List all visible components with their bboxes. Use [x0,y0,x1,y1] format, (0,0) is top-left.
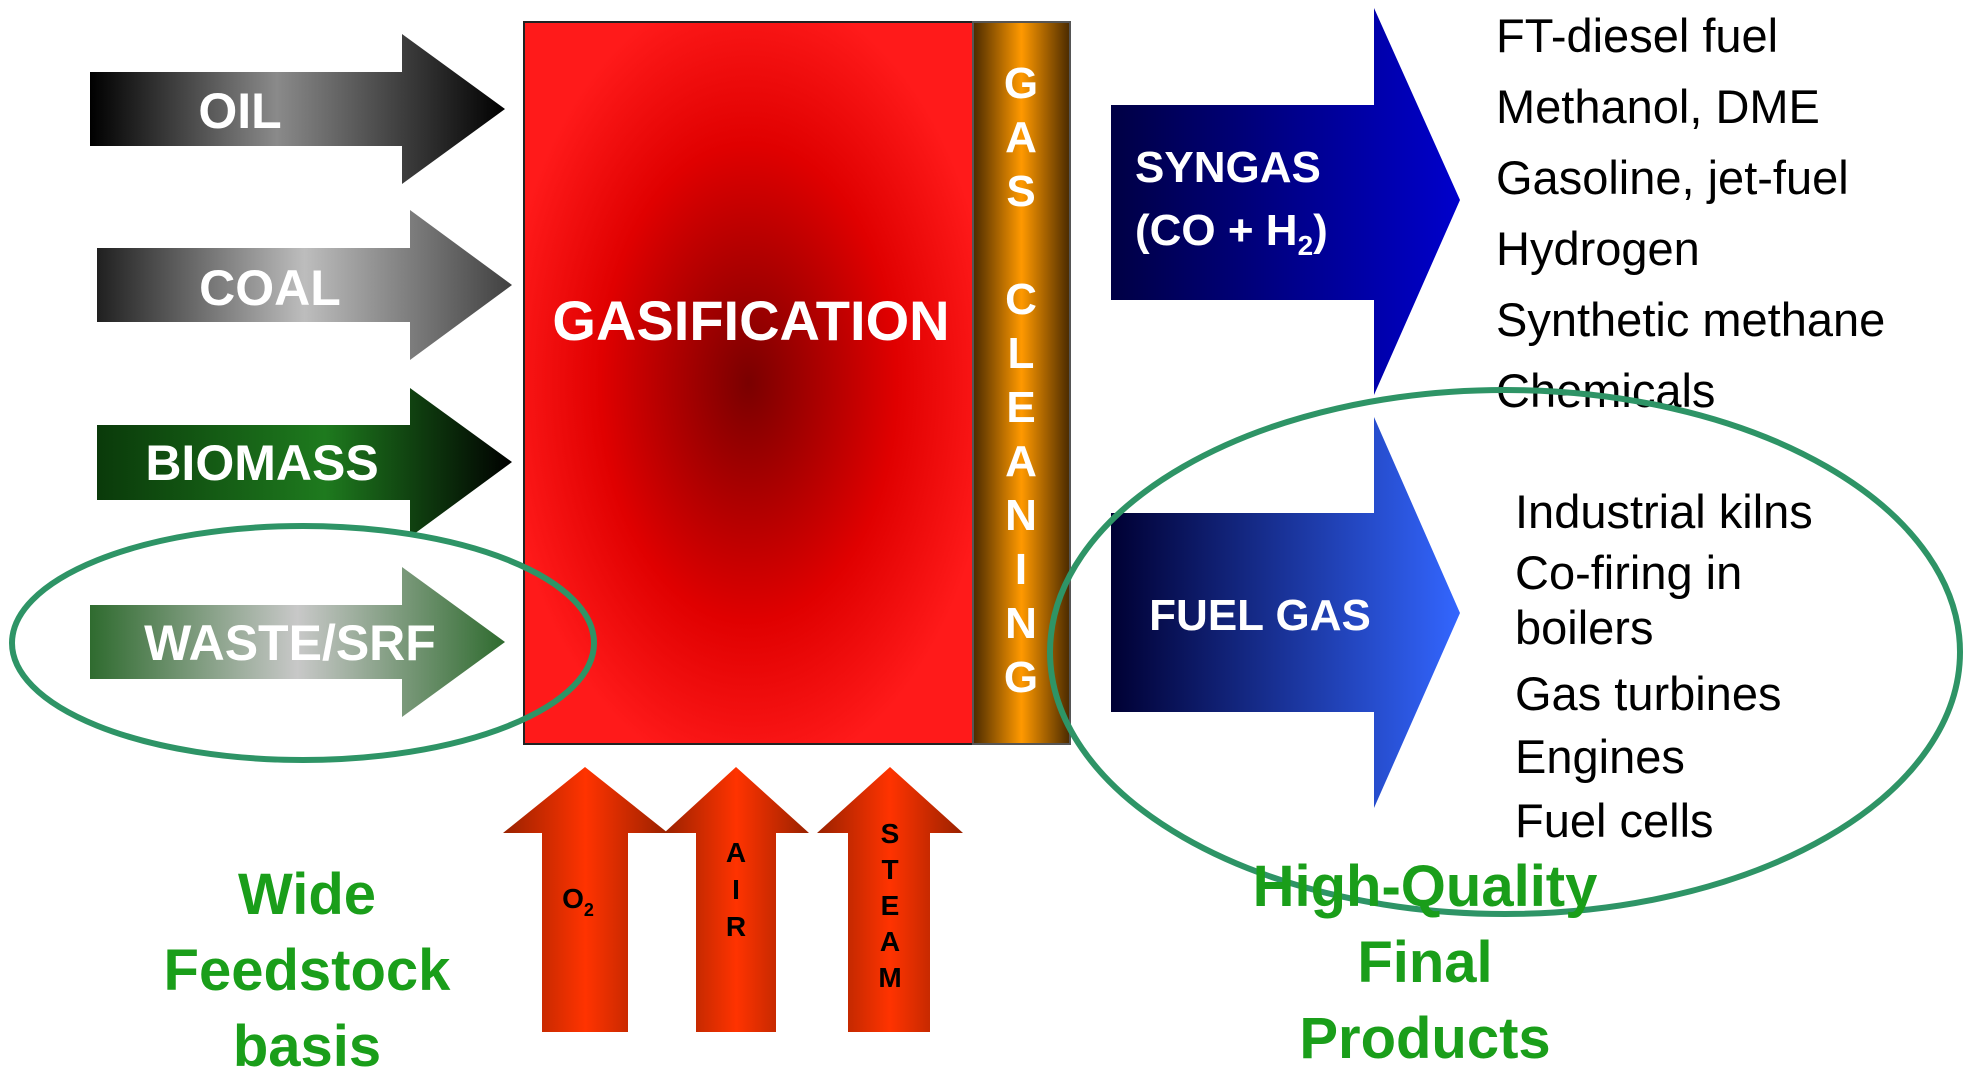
fuel-gas-arrow: FUEL GAS [1111,417,1460,808]
final-products-caption-line: High-Quality [1253,854,1598,919]
steam-letter: E [881,890,900,921]
final-products-caption-line: Final [1357,930,1492,995]
gas-cleaning-letter: C [1005,275,1037,324]
biomass-label: BIOMASS [145,435,378,491]
gas-cleaning-letter: L [1008,329,1035,378]
fuel-gas-product-item: Engines [1515,730,1685,783]
steam-letter: T [881,854,898,885]
coal-label: COAL [199,260,341,316]
syngas-product-item: FT-diesel fuel [1496,9,1778,62]
gasifier-box: GASIFICATION [523,21,974,745]
fuel-gas-label: FUEL GAS [1149,591,1371,640]
air-letter: A [726,837,746,868]
gas-cleaning-letter: A [1005,437,1037,486]
gas-cleaning-letter: G [1004,59,1038,108]
o2-arrow: O2 [503,767,668,1032]
oil-arrow: OIL [90,34,505,184]
syngas-arrow: SYNGAS (CO + H2) [1111,8,1460,395]
steam-letter: A [880,926,900,957]
oil-label: OIL [198,83,281,139]
gas-cleaning-letter: E [1006,383,1035,432]
final-products-caption: High-Quality Final Products [1253,854,1598,1071]
feedstock-caption: Wide Feedstock basis [164,862,452,1074]
fuel-gas-product-item: Co-firing in [1515,546,1742,599]
gas-cleaning-letter: I [1015,545,1027,594]
gas-cleaning-letter: A [1005,113,1037,162]
feedstock-caption-line: Feedstock [164,938,452,1003]
syngas-label: SYNGAS [1135,143,1321,192]
gas-cleaning-letter: N [1005,599,1037,648]
air-label: AIR [726,837,746,942]
gas-cleaning-letter: S [1006,167,1035,216]
fuel-gas-product-item: Gas turbines [1515,667,1781,720]
final-products-caption-line: Products [1299,1006,1550,1069]
waste-arrow: WASTE/SRF [90,567,505,717]
o2-label: O2 [562,883,594,920]
fuel-gas-highlight-ellipse [1047,387,1963,917]
fuel-gas-product-item: Fuel cells [1515,794,1714,847]
air-letter: I [732,874,740,905]
fuel-gas-product-item: boilers [1515,601,1653,654]
syngas-products-list: FT-diesel fuel Methanol, DME Gasoline, jet… [1496,9,1885,417]
feedstock-caption-line: basis [233,1014,381,1069]
air-letter: R [726,911,746,942]
waste-highlight-ellipse [9,523,597,763]
gas-cleaning-letter: N [1005,491,1037,540]
syngas-product-item: Methanol, DME [1496,80,1820,133]
syngas-product-item: Gasoline, jet-fuel [1496,151,1849,204]
waste-label: WASTE/SRF [144,615,436,671]
gasification-label: GASIFICATION [552,289,949,352]
biomass-arrow: BIOMASS [97,388,512,537]
fuel-gas-product-item: Industrial kilns [1515,485,1813,538]
steam-letter: M [878,962,901,993]
coal-arrow: COAL [97,210,512,360]
steam-letter: S [881,818,900,849]
air-arrow: AIR [664,767,809,1032]
feedstock-caption-line: Wide [238,862,376,927]
syngas-formula: (CO + H2) [1135,206,1328,261]
syngas-product-item: Synthetic methane [1496,293,1885,346]
syngas-product-item: Hydrogen [1496,222,1700,275]
gas-cleaning-letter: G [1004,653,1038,702]
